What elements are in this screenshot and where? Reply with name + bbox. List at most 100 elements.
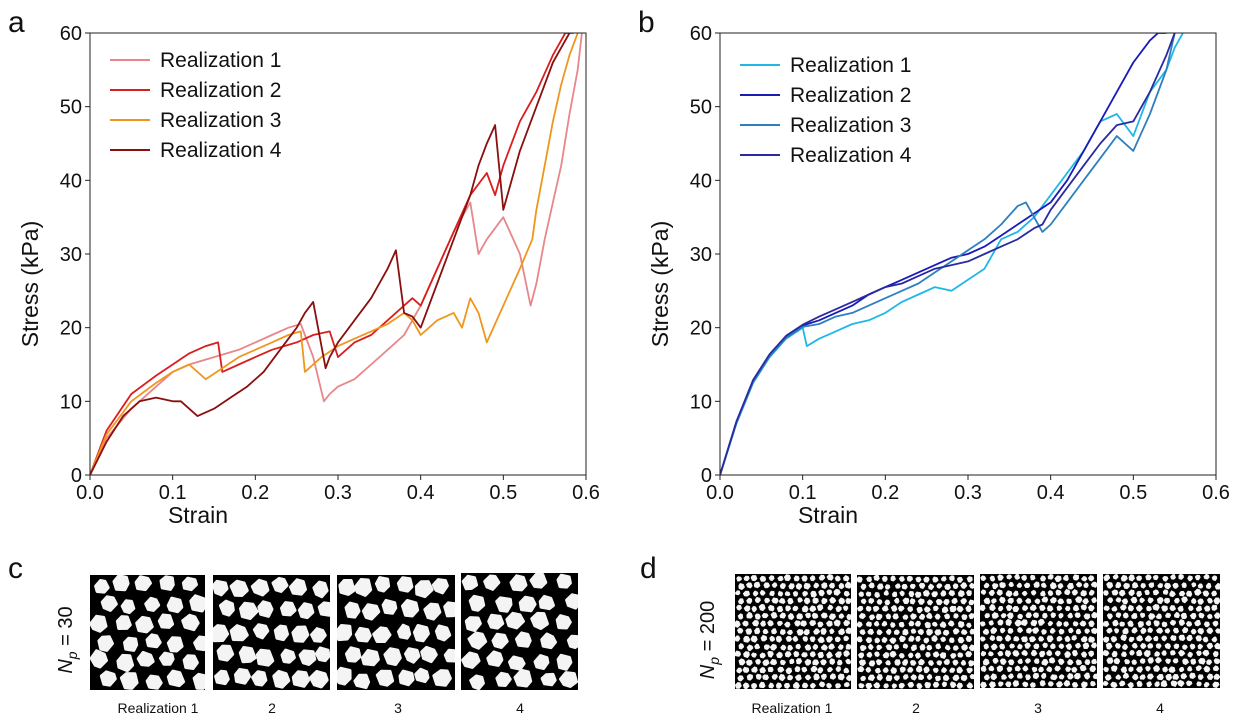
foam-cell [432,669,452,687]
foam-cell [767,650,774,658]
chart-panel-b: 0.0 0.1 0.2 0.3 0.4 0.5 0.6 0 10 20 30 40 50 60 Strain… [647,23,1230,528]
foam-cell [412,624,430,643]
foam-cell [762,628,769,635]
foam-cell [1056,620,1063,627]
foam-cell [291,670,310,688]
foam-cell [845,674,851,682]
foam-cell [875,659,883,666]
foam-cell [991,583,999,590]
foam-cell [917,628,924,636]
foam-cell [414,580,434,599]
foam-cell [949,681,957,688]
foam-cell [787,674,794,681]
foam-cell [942,629,950,636]
foam-cell [1196,650,1202,657]
foam-cell [873,575,880,581]
foam-cell [181,613,200,632]
svg-text:Np = 30: Np = 30 [55,606,80,673]
foam-cell [166,596,184,614]
foam-cell [1115,597,1122,603]
foam-cell [1071,666,1078,673]
legend: Realization 1 Realization 2 Realization 3 R… [740,54,912,167]
foam-cell [1131,673,1139,681]
foam-cell [1090,680,1096,687]
x-tick-label: 0.4 [1037,482,1065,504]
series-lines [720,33,1184,475]
foam-cell [745,582,753,589]
foam-cell [1017,613,1023,620]
foam-cell [404,647,421,664]
foam-cell [885,660,891,666]
foam-cell [1194,588,1202,596]
foam-cell [968,613,974,620]
foam-cell [857,665,865,673]
foam-cell [777,666,785,673]
foam-cell [1073,672,1081,680]
foam-cell [1040,590,1046,597]
foam-cell [983,597,991,605]
foam-cell [273,624,289,642]
foam-cell [867,628,875,635]
foam-cell [980,681,987,688]
foam-cell [556,653,573,671]
foam-cell [865,591,872,597]
foam-cell [793,575,800,582]
foam-cell [1038,636,1045,642]
foam-cell [802,636,809,642]
foam-cell [1029,604,1037,612]
foam-cell [1005,590,1013,598]
foam-cell [999,627,1006,634]
foam-cell [1122,627,1129,635]
foam-cell [361,603,381,621]
foam-cell [965,635,972,643]
foam-cell [910,613,917,620]
foam-cell [1071,589,1078,596]
foam-cell [759,667,767,674]
foam-cell [803,582,811,590]
foam-cell [1206,642,1214,650]
foam-cell [1074,612,1081,619]
foam-cell [1131,659,1138,665]
foam-cell [1041,628,1047,635]
foam-cell [751,682,758,689]
foam-cell [1160,680,1168,688]
foam-cell [784,591,791,597]
foam-cell [1039,650,1046,658]
foam-cell [1103,680,1109,687]
foam-cell [960,598,968,605]
foam-cell [758,603,766,612]
foam-cell [980,621,986,627]
foam-cell [736,667,743,674]
foam-cell [828,643,835,650]
foam-cell [966,589,972,597]
foam-cell [1115,581,1122,589]
foam-cell [944,583,951,591]
foam-cell [858,659,867,667]
foam-cell [1178,634,1186,642]
foam-cell [1016,673,1023,679]
foam-cell [1017,658,1023,664]
foam-cell [894,659,901,666]
foam-cell [1197,628,1205,635]
foam-cell [1161,621,1168,628]
foam-cell [956,666,964,674]
foam-cell [797,597,803,603]
foam-cell [842,605,849,611]
foam-cell [1103,636,1110,643]
foam-cell [1020,636,1028,643]
foam-cell [1170,680,1178,687]
foam-cell [760,620,766,627]
foam-cell [1211,575,1218,582]
foam-cell [845,627,851,635]
realization-image-c-4 [461,573,578,690]
foam-cell [1153,635,1159,642]
foam-cell [1140,642,1147,650]
foam-cell [112,575,130,592]
foam-cell [1083,672,1091,680]
foam-cell [135,615,154,634]
foam-cell [787,598,794,605]
foam-cell [736,576,743,582]
foam-cell [1005,681,1012,688]
foam-cell [1007,597,1014,604]
foam-cell [858,612,866,620]
